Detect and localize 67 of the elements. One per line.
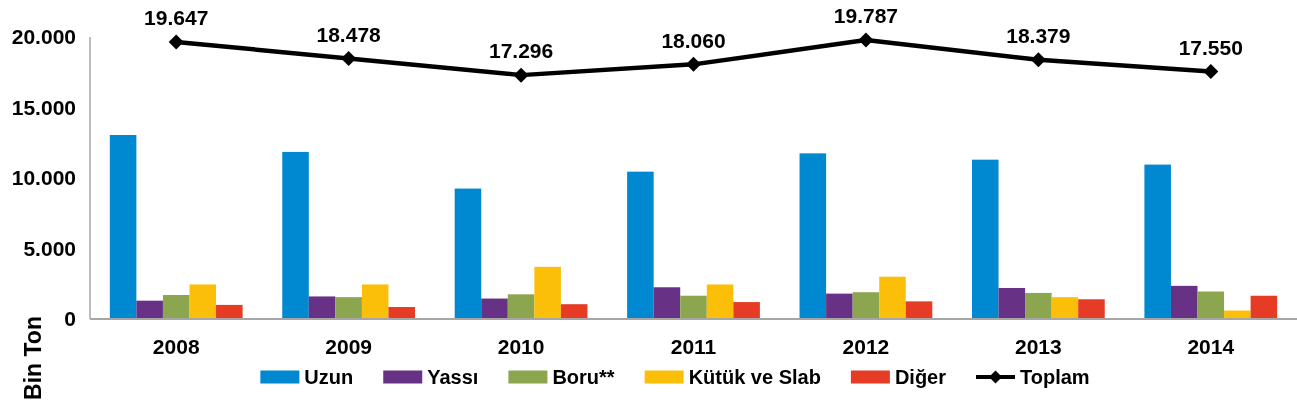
bar	[216, 304, 243, 319]
x-tick-label: 2013	[1015, 335, 1062, 359]
bar	[454, 188, 482, 319]
bar	[1197, 291, 1225, 319]
point	[168, 34, 184, 50]
legend-label: Toplam	[1020, 366, 1090, 388]
data-label: 18.379	[1006, 24, 1071, 48]
bar	[534, 266, 561, 319]
data-label: 18.478	[316, 22, 382, 46]
x-tick-label: 2011	[670, 335, 717, 359]
x-tick-label: 2010	[497, 335, 545, 359]
bar	[282, 151, 309, 319]
data-label: 19.787	[833, 4, 899, 28]
bar	[852, 292, 880, 319]
legend-label: Uzun	[304, 366, 354, 388]
bar	[680, 295, 707, 319]
bar	[971, 159, 999, 319]
bar	[653, 287, 681, 319]
x-tick-label: 2014	[1187, 335, 1235, 359]
bar	[1144, 164, 1171, 319]
y-axis-title: Bin Ton	[20, 316, 47, 400]
bar	[507, 294, 535, 319]
point	[513, 67, 529, 83]
y-tick-label: 5.000	[23, 236, 76, 260]
data-label: 17.296	[488, 39, 554, 63]
y-tick-label: 10.000	[11, 166, 76, 190]
data-label: 17.550	[1178, 35, 1243, 59]
y-tick-label: 15.000	[11, 95, 76, 119]
bar	[308, 296, 336, 319]
bar	[361, 284, 389, 319]
point	[1030, 52, 1046, 68]
data-label: 18.060	[661, 28, 726, 52]
data-label: 19.647	[144, 6, 209, 30]
legend-label: Boru**	[552, 366, 615, 388]
bar	[335, 297, 362, 319]
legend-label: Yassı	[427, 366, 479, 388]
y-tick-label: 0	[64, 307, 76, 331]
bar	[799, 153, 827, 319]
bar	[388, 307, 416, 319]
y-tick-label: 20.000	[11, 25, 76, 49]
legend-label: Diğer	[894, 366, 947, 388]
bar	[879, 276, 906, 319]
x-tick-label: 2012	[842, 335, 890, 359]
bar	[136, 300, 163, 319]
bar	[1025, 292, 1052, 319]
bar	[162, 295, 190, 319]
point	[1203, 64, 1219, 80]
bar	[905, 301, 933, 319]
bar	[481, 298, 508, 319]
point	[858, 32, 874, 48]
x-tick-label: 2008	[152, 335, 200, 359]
bar	[560, 304, 588, 319]
bar	[1051, 297, 1079, 319]
bar	[189, 284, 217, 319]
bar	[109, 135, 137, 319]
bar	[1078, 299, 1105, 319]
point	[341, 50, 357, 66]
bar	[627, 171, 654, 319]
bar	[733, 302, 760, 319]
legend-label: Kütük ve Slab	[688, 366, 821, 388]
x-tick-label: 2009	[325, 335, 372, 359]
bar	[826, 293, 853, 319]
bar	[706, 284, 734, 319]
bar	[998, 287, 1026, 319]
bar	[1170, 285, 1198, 319]
bar	[1250, 295, 1278, 319]
point	[686, 56, 701, 72]
